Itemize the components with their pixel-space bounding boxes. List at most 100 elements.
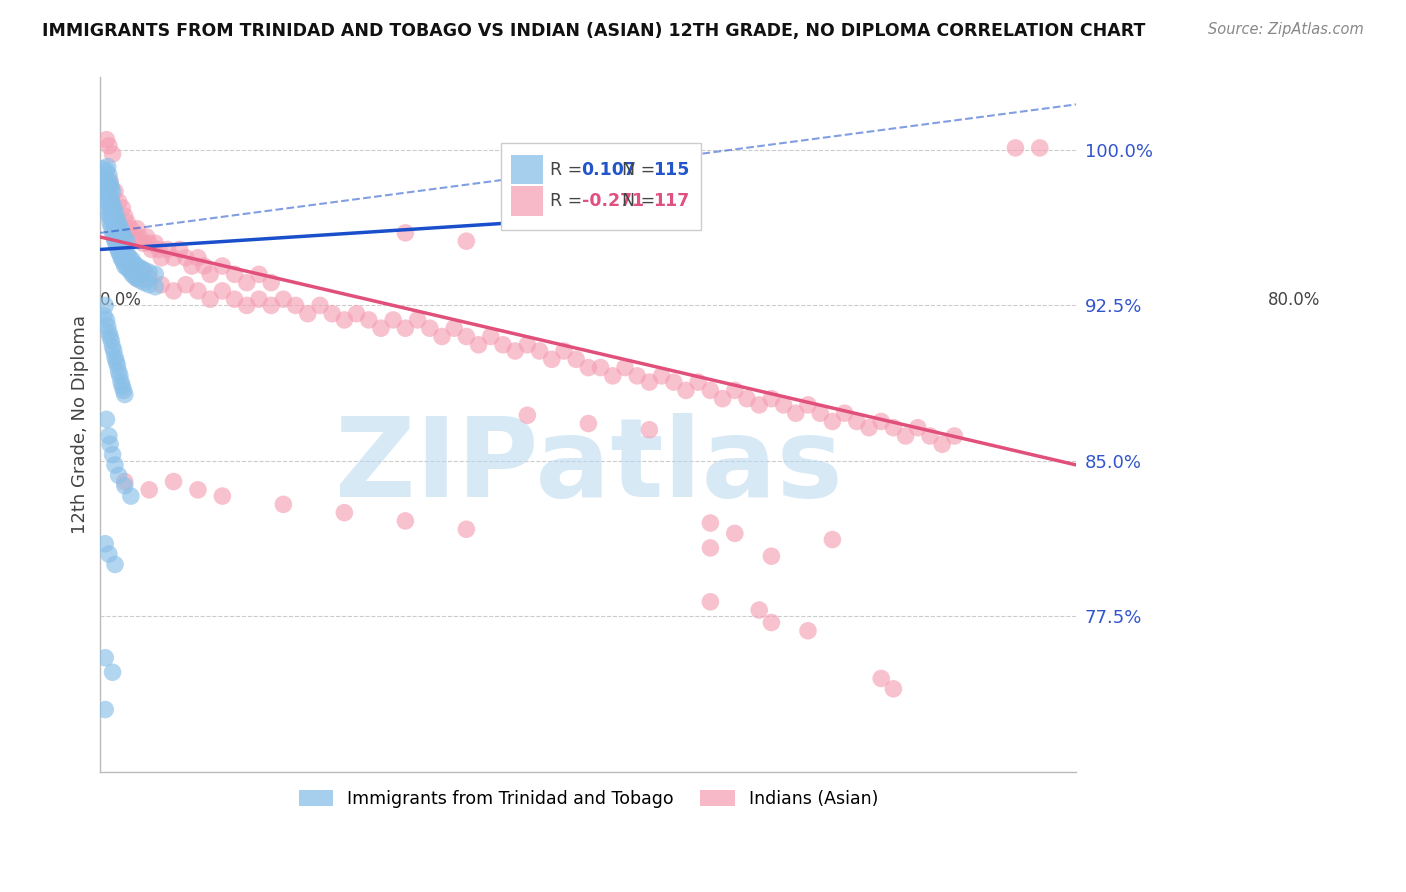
Point (114, 479, 136, 493)
Point (430, 329, 453, 343)
Point (97, 547, 120, 561)
Point (260, 276, 283, 290)
Point (273, 497, 295, 511)
Point (115, 234, 138, 248)
Point (129, 261, 152, 276)
Point (529, 344, 551, 359)
Point (96, 313, 118, 327)
Point (114, 475, 136, 489)
Point (103, 344, 125, 359)
Point (105, 354, 128, 368)
Point (115, 246, 138, 260)
Point (370, 321, 392, 335)
Point (134, 276, 156, 290)
Point (107, 468, 129, 483)
Point (100, 180, 122, 194)
Point (699, 541, 721, 555)
Point (101, 211, 124, 226)
Point (100, 334, 122, 348)
Point (711, 392, 734, 406)
Point (114, 209, 136, 223)
Point (101, 226, 124, 240)
Point (94, 188, 117, 202)
Point (406, 313, 429, 327)
Point (94, 174, 117, 188)
Point (104, 558, 127, 572)
Point (124, 257, 146, 271)
Point (107, 244, 129, 259)
Point (97, 429, 120, 443)
Point (105, 209, 128, 223)
Point (120, 221, 142, 235)
Point (808, 406, 831, 420)
Point (97, 174, 120, 188)
Point (108, 219, 131, 234)
Point (112, 230, 135, 244)
Point (96, 133, 118, 147)
Point (247, 292, 270, 306)
Point (97, 180, 120, 194)
Point (675, 384, 697, 398)
Point (699, 384, 721, 398)
Point (1004, 141, 1026, 155)
Point (699, 516, 721, 530)
Point (98, 329, 121, 343)
Text: IMMIGRANTS FROM TRINIDAD AND TOBAGO VS INDIAN (ASIAN) 12TH GRADE, NO DIPLOMA COR: IMMIGRANTS FROM TRINIDAD AND TOBAGO VS I… (42, 22, 1146, 40)
Point (97, 326, 120, 340)
Point (503, 344, 526, 359)
Point (114, 259, 136, 273)
Text: Source: ZipAtlas.com: Source: ZipAtlas.com (1208, 22, 1364, 37)
Point (761, 615, 783, 630)
Point (125, 259, 148, 273)
Point (638, 375, 661, 389)
Point (346, 307, 368, 321)
Point (150, 277, 173, 292)
Text: 0.107: 0.107 (582, 161, 637, 178)
Text: 117: 117 (652, 192, 689, 210)
Point (284, 298, 307, 312)
Point (129, 274, 152, 288)
Point (125, 271, 148, 285)
Point (602, 368, 624, 383)
Point (162, 475, 184, 489)
Point (108, 368, 131, 383)
Point (735, 392, 758, 406)
Point (150, 251, 173, 265)
Text: N =: N = (621, 192, 661, 210)
Point (236, 298, 259, 312)
Text: R =: R = (550, 161, 588, 178)
Point (108, 234, 131, 248)
Point (97, 209, 120, 223)
Point (121, 268, 143, 282)
Point (870, 415, 893, 429)
FancyBboxPatch shape (512, 155, 543, 185)
Point (456, 522, 478, 536)
Point (143, 268, 166, 282)
Point (882, 681, 904, 696)
Point (247, 268, 270, 282)
Point (193, 259, 215, 273)
Point (107, 218, 129, 232)
Point (111, 379, 134, 393)
Point (858, 420, 880, 434)
Point (516, 409, 538, 423)
Point (103, 215, 125, 229)
Point (107, 240, 129, 254)
Point (100, 193, 122, 207)
Point (333, 313, 356, 327)
Point (882, 420, 904, 434)
Point (785, 406, 807, 420)
Point (540, 352, 562, 367)
Point (110, 375, 132, 389)
Point (688, 375, 710, 389)
Point (187, 251, 209, 265)
Point (107, 213, 129, 227)
Point (943, 429, 966, 443)
Point (101, 197, 124, 211)
Text: 80.0%: 80.0% (1268, 292, 1320, 310)
Point (143, 236, 166, 251)
Point (98, 188, 121, 202)
Point (138, 265, 160, 279)
Point (97, 319, 120, 334)
Point (112, 243, 135, 257)
